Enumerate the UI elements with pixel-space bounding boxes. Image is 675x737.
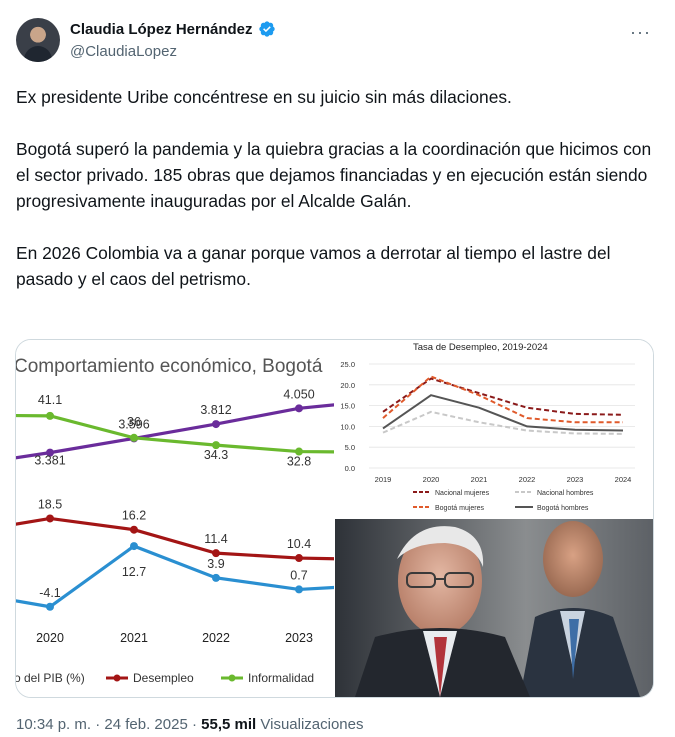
- y-tick-label: 15.0: [340, 402, 355, 411]
- data-label: 0.7: [290, 568, 307, 582]
- legend-label: Bogotá mujeres: [435, 505, 485, 512]
- data-point: [212, 441, 220, 450]
- data-point: [212, 573, 220, 582]
- data-point: [130, 542, 138, 551]
- photo-illustration: [335, 519, 653, 697]
- tweet-footer: 10:34 p. m. · 24 feb. 2025 · 55,5 mil Vi…: [16, 716, 364, 733]
- person-suit: [520, 608, 640, 697]
- person-head: [543, 521, 603, 597]
- more-options-icon[interactable]: ···: [630, 22, 651, 42]
- x-tick-label: 2023: [285, 631, 313, 645]
- person-head: [398, 527, 482, 635]
- data-point: [46, 602, 54, 611]
- data-point: [46, 514, 54, 523]
- chart-title: Tasa de Desempleo, 2019-2024: [413, 342, 548, 353]
- data-label: 16.2: [122, 509, 146, 523]
- media-image-economic-chart[interactable]: Comportamiento económico, Bogotá 3.381 3.…: [16, 340, 334, 697]
- data-point: [295, 404, 303, 413]
- x-tick-label: 2019: [375, 475, 392, 484]
- legend-label: o del PIB (%): [16, 671, 85, 685]
- y-tick-label: 5.0: [345, 443, 355, 452]
- tweet-text: Ex presidente Uribe concéntrese en su ju…: [16, 84, 656, 292]
- data-label: 3.381: [34, 454, 65, 468]
- data-point: [295, 554, 303, 563]
- series-line: [16, 413, 334, 454]
- separator: ·: [187, 716, 202, 733]
- x-tick-label: 2022: [519, 475, 536, 484]
- y-tick-label: 25.0: [340, 360, 355, 369]
- data-label: 10.4: [287, 537, 311, 551]
- tweet-paragraph: Ex presidente Uribe concéntrese en su ju…: [16, 87, 512, 107]
- x-tick-label: 2024: [615, 475, 632, 484]
- series-line: [16, 403, 334, 460]
- verified-badge-icon: [258, 21, 275, 37]
- series-line: [382, 394, 624, 432]
- series-line: [16, 516, 334, 561]
- data-point: [212, 549, 220, 558]
- legend-label: Bogotá hombres: [537, 505, 589, 512]
- data-label: -4.1: [39, 586, 61, 600]
- legend-swatch-dot: [228, 674, 236, 682]
- y-tick-label: 0.0: [345, 464, 355, 473]
- data-point: [130, 525, 138, 534]
- legend-label: Nacional hombres: [537, 490, 594, 497]
- data-label: 36: [127, 415, 141, 429]
- views-label: Visualizaciones: [260, 716, 364, 733]
- data-point: [46, 411, 54, 420]
- series-line: [16, 544, 334, 609]
- separator: ·: [91, 716, 105, 733]
- tweet-time[interactable]: 10:34 p. m.: [16, 716, 92, 733]
- data-label: 3.9: [207, 557, 224, 571]
- series-line: [382, 410, 624, 435]
- chart-title: Comportamiento económico, Bogotá: [16, 356, 323, 377]
- data-label: 41.1: [38, 393, 62, 407]
- x-tick-label: 2021: [120, 631, 148, 645]
- data-label: 3.812: [200, 403, 231, 417]
- legend-label: Nacional mujeres: [435, 490, 490, 497]
- economic-chart: Comportamiento económico, Bogotá 3.381 3.…: [16, 356, 334, 685]
- media-grid: Comportamiento económico, Bogotá 3.381 3.…: [15, 339, 654, 698]
- data-label: 4.050: [283, 387, 314, 401]
- x-tick-label: 2020: [423, 475, 440, 484]
- author-handle[interactable]: @ClaudiaLopez: [70, 43, 177, 60]
- x-tick-label: 2023: [567, 475, 584, 484]
- avatar[interactable]: [16, 18, 60, 62]
- tweet-paragraph: Bogotá superó la pandemia y la quiebra g…: [16, 139, 652, 211]
- y-tick-label: 10.0: [340, 422, 355, 431]
- data-point: [46, 448, 54, 457]
- x-tick-label: 2022: [202, 631, 230, 645]
- legend-swatch-dot: [113, 674, 121, 682]
- data-label: 32.8: [287, 455, 311, 469]
- unemployment-chart: Tasa de Desempleo, 2019-2024 0.0 5.0 10.0 1…: [340, 342, 635, 512]
- y-tick-label: 20.0: [340, 381, 355, 390]
- views-count: 55,5 mil: [201, 716, 257, 733]
- data-label: 34.3: [204, 448, 228, 462]
- tweet-paragraph: En 2026 Colombia va a ganar porque vamos…: [16, 243, 611, 289]
- media-image-unemployment-chart[interactable]: Tasa de Desempleo, 2019-2024 0.0 5.0 10.0 1…: [335, 340, 653, 518]
- media-image-photo[interactable]: [335, 519, 653, 697]
- tweet-date[interactable]: 24 feb. 2025: [104, 716, 188, 733]
- x-tick-label: 2021: [471, 475, 488, 484]
- data-point: [130, 433, 138, 442]
- data-label: 3.596: [118, 417, 149, 431]
- legend-label: Informalidad: [248, 671, 314, 685]
- data-point: [212, 420, 220, 429]
- author-name-row: Claudia López Hernández: [70, 20, 276, 38]
- author-name[interactable]: Claudia López Hernández: [70, 20, 253, 38]
- data-point: [295, 447, 303, 456]
- data-label: 12.7: [122, 565, 146, 579]
- series-line: [382, 377, 624, 416]
- data-point: [295, 585, 303, 594]
- x-tick-label: 2020: [36, 631, 64, 645]
- data-label: 11.4: [204, 532, 227, 546]
- series-line: [382, 375, 623, 424]
- legend-label: Desempleo: [133, 671, 194, 685]
- data-label: 18.5: [38, 497, 62, 511]
